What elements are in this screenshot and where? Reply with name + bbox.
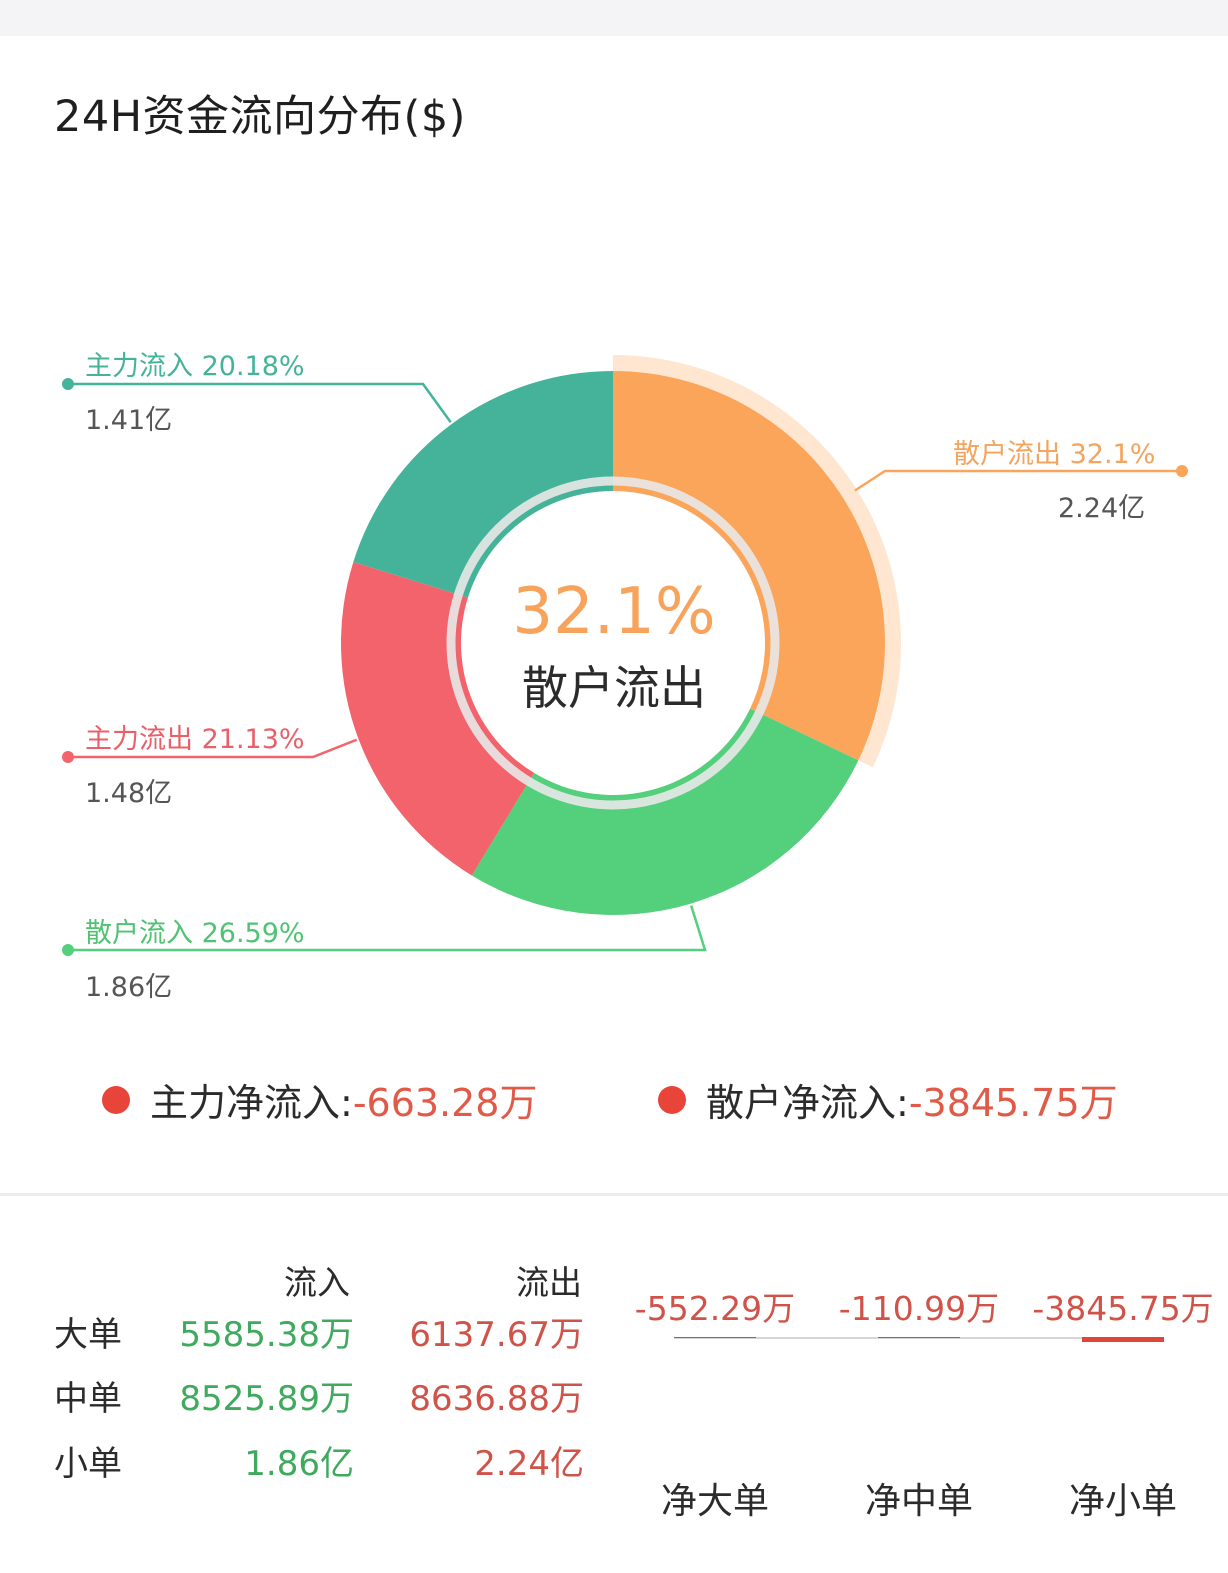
slice-amount-main-out: 1.48亿 — [85, 778, 173, 809]
top-strip — [0, 0, 1228, 36]
bar-net-small — [1082, 1337, 1164, 1342]
section-divider — [0, 1193, 1228, 1196]
table-row-label: 中单 — [54, 1379, 122, 1419]
donut-slice-main-in — [353, 371, 613, 598]
table-header-out: 流出 — [516, 1263, 582, 1302]
page-title: 24H资金流向分布($) — [54, 92, 466, 142]
donut-slice-main-out — [341, 561, 535, 876]
slice-label-main-in: 主力流入 20.18% — [85, 351, 305, 382]
table-cell-out: 8636.88万 — [409, 1379, 584, 1419]
net-retail-label: 散户净流入: — [706, 1081, 909, 1125]
net-main-row: 主力净流入: -663.28万 — [102, 1072, 538, 1127]
leader-dot-retail-out — [1176, 465, 1188, 477]
bar-value-label: -110.99万 — [838, 1289, 1000, 1328]
bar-value-label: -3845.75万 — [1032, 1289, 1214, 1328]
donut-inner-ring — [446, 476, 780, 810]
leader-dot-main-out — [62, 751, 74, 763]
net-main-dot-icon — [102, 1085, 130, 1114]
leader-line-main-out — [68, 738, 358, 759]
donut-slice-retail-in — [471, 708, 859, 915]
net-retail-value: -3845.75万 — [908, 1081, 1118, 1125]
bar-axis-line — [674, 1337, 1164, 1339]
bar-net-large — [674, 1337, 756, 1338]
donut-center-label: 散户流出 — [522, 661, 706, 715]
donut-slice-retail-out — [613, 371, 885, 761]
table-cell-in: 1.86亿 — [244, 1444, 354, 1484]
bar-category-label: 净大单 — [660, 1481, 769, 1522]
slice-label-retail-in: 散户流入 26.59% — [85, 918, 305, 949]
leader-dot-retail-in — [62, 944, 74, 956]
net-retail-dot-icon — [658, 1085, 686, 1114]
leader-line-retail-in — [68, 905, 707, 952]
table-row-label: 小单 — [54, 1444, 122, 1484]
leader-line-retail-out — [854, 469, 1182, 492]
donut-center-value: 32.1% — [512, 575, 716, 649]
donut-slice-highlight-retail-out — [613, 355, 902, 768]
donut-chart — [62, 355, 1188, 956]
net-main-value: -663.28万 — [352, 1081, 538, 1125]
slice-amount-retail-in: 1.86亿 — [85, 972, 173, 1003]
table-cell-in: 8525.89万 — [179, 1379, 354, 1419]
table-cell-out: 6137.67万 — [409, 1315, 584, 1355]
table-cell-in: 5585.38万 — [179, 1315, 354, 1355]
slice-amount-main-in: 1.41亿 — [85, 405, 173, 436]
table-header-in: 流入 — [284, 1263, 350, 1302]
net-retail-row: 散户净流入: -3845.75万 — [658, 1072, 1118, 1127]
net-main-label: 主力净流入: — [150, 1081, 353, 1125]
bar-category-label: 净小单 — [1068, 1481, 1177, 1522]
leader-line-main-in — [68, 382, 452, 423]
leader-dot-main-in — [62, 378, 74, 390]
slice-amount-retail-out: 2.24亿 — [1058, 493, 1146, 524]
bar-value-label: -552.29万 — [634, 1289, 796, 1328]
table-cell-out: 2.24亿 — [474, 1444, 584, 1484]
slice-label-main-out: 主力流出 21.13% — [85, 724, 305, 755]
slice-label-retail-out: 散户流出 32.1% — [953, 439, 1156, 470]
bar-category-label: 净中单 — [864, 1481, 973, 1522]
table-row-label: 大单 — [54, 1315, 122, 1355]
